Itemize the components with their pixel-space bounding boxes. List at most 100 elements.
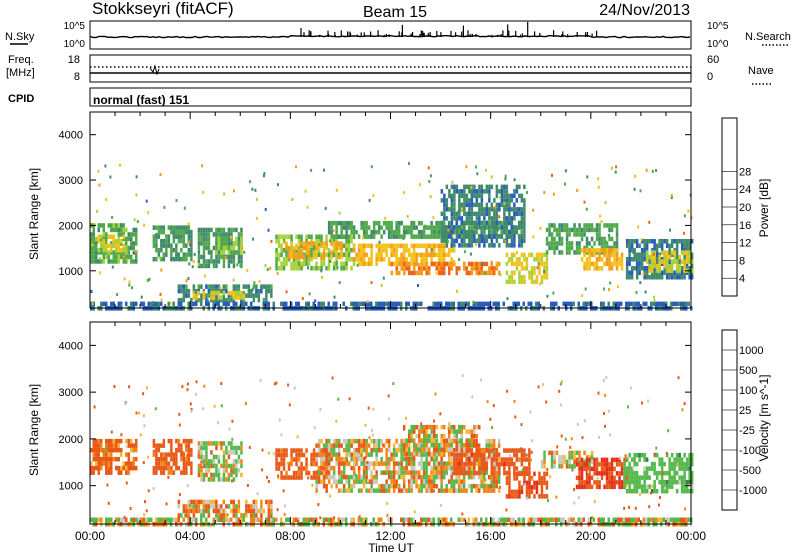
heatmap-cell <box>215 236 218 242</box>
heatmap-cell <box>440 225 444 230</box>
heatmap-cell <box>295 448 298 453</box>
heatmap-cell <box>100 259 103 264</box>
heatmap-cell <box>397 301 400 307</box>
heatmap-cell <box>350 443 353 448</box>
heatmap-cell <box>357 474 361 480</box>
heatmap-cell <box>377 252 381 258</box>
heatmap-cell <box>423 429 426 434</box>
heatmap-cell <box>510 225 514 230</box>
heatmap-cell <box>100 438 103 444</box>
heatmap-cell <box>520 471 524 477</box>
heatmap-cell <box>117 259 120 264</box>
heatmap-cell <box>352 261 356 266</box>
heatmap-cell <box>115 456 118 462</box>
heatmap-cell <box>182 284 186 289</box>
heatmap-cell <box>457 474 461 480</box>
heatmap-cell <box>390 452 393 457</box>
heatmap-cell <box>490 438 493 444</box>
heatmap-cell <box>423 438 426 443</box>
heatmap-cell <box>180 301 183 307</box>
heatmap-cell <box>427 479 431 484</box>
heatmap-cell <box>590 450 594 456</box>
heatmap-cell <box>560 517 563 522</box>
heatmap-cell <box>463 202 466 208</box>
heatmap-cell <box>292 517 295 522</box>
heatmap-cell <box>490 448 494 453</box>
heatmap-cell <box>440 198 444 203</box>
heatmap-cell <box>480 266 483 271</box>
heatmap-cell <box>475 242 478 246</box>
heatmap-cell <box>112 239 115 244</box>
heatmap-cell <box>658 252 661 257</box>
heatmap-cell <box>227 301 230 307</box>
heatmap-cell <box>450 243 454 248</box>
heatmap-cell <box>447 220 451 226</box>
heatmap-cell <box>255 513 258 518</box>
heatmap-cell <box>538 270 541 276</box>
heatmap-cell <box>280 301 283 307</box>
heatmap-cell <box>493 457 496 462</box>
heatmap-cell <box>402 237 405 241</box>
heatmap-cell <box>400 517 403 522</box>
heatmap-cell <box>475 452 479 458</box>
heatmap-cell <box>307 254 311 260</box>
heatmap-cell <box>335 483 338 489</box>
heatmap-cell <box>187 447 191 453</box>
heatmap-cell <box>397 225 401 230</box>
heatmap-cell <box>485 220 489 226</box>
heatmap-cell <box>605 480 609 485</box>
heatmap-cell <box>217 517 220 522</box>
heatmap-cell <box>512 229 516 235</box>
heatmap-cell <box>442 248 446 253</box>
heatmap-cell <box>135 456 138 462</box>
heatmap-cell <box>490 479 493 484</box>
heatmap-cell <box>633 257 636 262</box>
heatmap-cell <box>498 261 501 267</box>
heatmap-cell <box>304 189 307 193</box>
heatmap-cell <box>417 301 420 307</box>
heatmap-cell <box>422 243 426 249</box>
heatmap-cell <box>130 254 133 260</box>
heatmap-cell <box>170 470 173 475</box>
heatmap-cell <box>312 301 315 307</box>
heatmap-cell <box>182 465 186 471</box>
heatmap-cell <box>517 301 520 307</box>
heatmap-cell <box>688 266 691 271</box>
heatmap-cell <box>447 228 450 232</box>
heatmap-cell <box>229 235 232 239</box>
heatmap-cell <box>653 470 656 476</box>
heatmap-cell <box>635 257 639 262</box>
heatmap-cell <box>205 227 208 233</box>
heatmap-cell <box>643 470 646 476</box>
heatmap-cell <box>495 470 499 476</box>
heatmap-cell <box>125 301 128 307</box>
velocity-heatmap-cells <box>90 374 694 527</box>
heatmap-cell <box>475 220 478 226</box>
heatmap-cell <box>180 470 183 475</box>
heatmap-cell <box>660 275 664 280</box>
heatmap-cell <box>305 457 308 462</box>
heatmap-cell <box>120 303 123 307</box>
heatmap-cell <box>460 438 463 443</box>
heatmap-cell <box>451 180 454 184</box>
heatmap-cell <box>405 470 408 475</box>
heatmap-cell <box>322 254 326 260</box>
heatmap-cell <box>608 223 611 228</box>
heatmap-cell <box>490 270 493 276</box>
heatmap-cell <box>197 504 201 509</box>
heatmap-cell <box>417 220 421 226</box>
heatmap-cell <box>465 216 469 221</box>
heatmap-cell <box>227 254 231 260</box>
heatmap-cell <box>675 259 679 264</box>
heatmap-cell <box>515 184 519 190</box>
heatmap-cell <box>240 250 243 255</box>
heatmap-cell <box>217 259 221 264</box>
heatmap-cell <box>362 225 366 230</box>
heatmap-cell <box>205 468 208 473</box>
heatmap-cell <box>170 452 173 457</box>
heatmap-cell <box>430 465 433 471</box>
heatmap-cell <box>330 443 333 448</box>
heatmap-cell <box>498 220 501 226</box>
heatmap-cell <box>678 239 681 244</box>
heatmap-cell <box>653 466 656 471</box>
